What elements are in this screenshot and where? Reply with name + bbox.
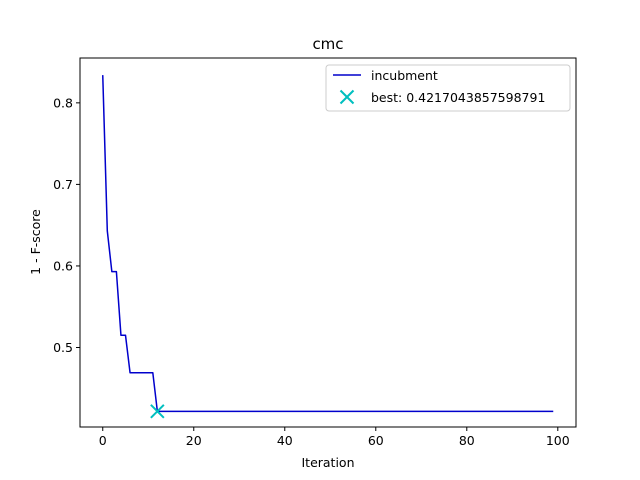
y-tick-label: 0.7 — [53, 177, 73, 192]
x-tick-label: 100 — [546, 433, 570, 448]
x-tick-label: 20 — [186, 433, 202, 448]
plot-area — [79, 57, 577, 428]
x-tick-label: 0 — [99, 433, 107, 448]
chart-title: cmc — [312, 35, 343, 53]
legend-best-marker — [339, 89, 355, 105]
y-tick-label: 0.5 — [53, 340, 73, 355]
legend-label-best: best: 0.4217043857598791 — [371, 90, 545, 105]
y-tick-label: 0.8 — [53, 95, 73, 110]
best-layer — [150, 404, 165, 419]
legend-label-incubment: incubment — [371, 68, 438, 83]
plot-frame — [79, 57, 577, 428]
legend: incubment best: 0.4217043857598791 — [325, 64, 571, 112]
y-axis: 0.5 0.6 0.7 0.8 — [53, 95, 80, 355]
best-point-marker — [150, 404, 165, 419]
series-line-incubment — [102, 75, 554, 413]
y-tick-label: 0.6 — [53, 258, 73, 273]
series-layer — [102, 75, 554, 413]
legend-best-marker-stroke — [339, 89, 355, 105]
x-axis-label: Iteration — [301, 455, 354, 470]
y-axis-label: 1 - F-score — [28, 209, 43, 275]
legend-box — [325, 64, 571, 112]
x-tick-label: 60 — [368, 433, 384, 448]
x-axis: 0 20 40 60 80 100 — [99, 427, 570, 448]
x-tick-label: 80 — [459, 433, 475, 448]
x-tick-label: 40 — [277, 433, 293, 448]
